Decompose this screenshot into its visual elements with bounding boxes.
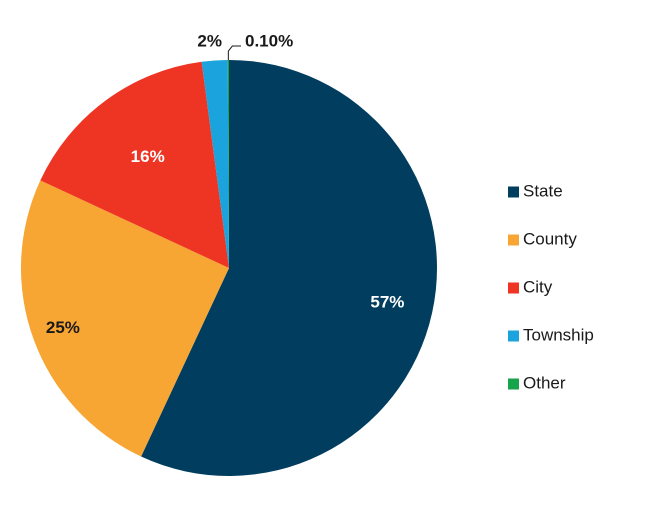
legend-swatch-county (508, 234, 519, 246)
leader-line-other (227, 45, 241, 61)
legend-label-state: State (523, 181, 563, 200)
pie-slice-state (141, 60, 437, 476)
pie-slice-township (201, 60, 229, 269)
legend-label-other: Other (523, 373, 566, 392)
legend-swatch-state (508, 186, 519, 198)
pie-slices (20, 60, 437, 476)
pie-slice-city (40, 61, 229, 268)
slice-label-other: 0.10% (245, 31, 293, 50)
pie-labels: 57% 25% 16% 2% 0.10% (46, 31, 405, 337)
slice-label-county: 25% (46, 318, 80, 337)
slice-label-township: 2% (197, 31, 222, 50)
slice-label-city: 16% (131, 147, 165, 166)
legend-label-county: County (523, 229, 577, 248)
legend: State County City Township Other (508, 181, 594, 392)
legend-label-township: Township (523, 325, 594, 344)
pie-slice-other (227, 60, 229, 268)
slice-label-state: 57% (370, 293, 404, 312)
legend-swatch-city (508, 282, 519, 294)
pie-slice-county (20, 180, 230, 457)
legend-label-city: City (523, 277, 553, 296)
legend-swatch-township (508, 330, 519, 342)
legend-swatch-other (508, 378, 519, 390)
